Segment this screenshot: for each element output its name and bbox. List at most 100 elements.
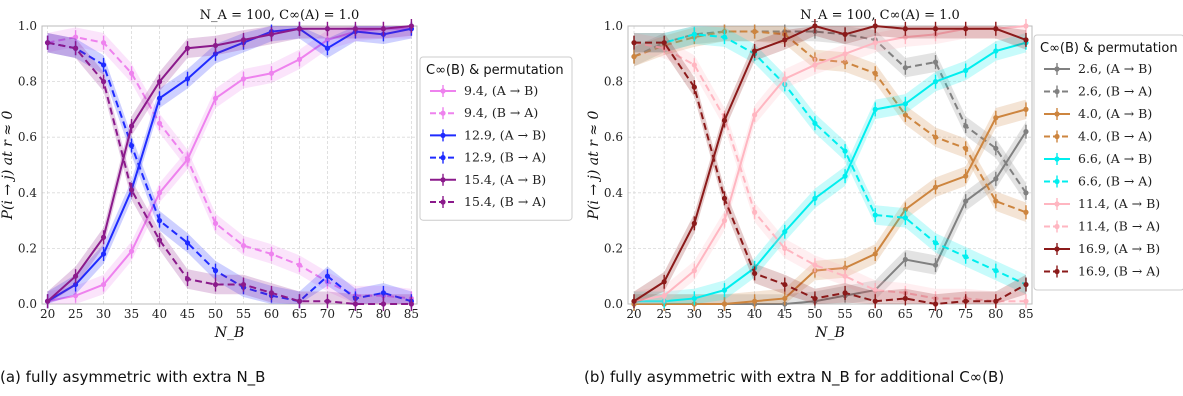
data-point (352, 301, 359, 307)
data-point (872, 298, 878, 304)
data-point (128, 142, 135, 149)
series-band (634, 32, 1026, 304)
x-tick-label: 45 (777, 307, 792, 321)
legend-title: C∞(B) & permutation (1040, 41, 1178, 56)
legend-entry: 15.4, (A → B) (464, 172, 546, 187)
data-point (902, 206, 908, 213)
chart-title: N_A = 100, C∞(A) = 1.0 (200, 8, 360, 23)
data-point (661, 279, 667, 285)
data-point (902, 34, 908, 40)
data-point (902, 112, 908, 118)
data-point (324, 26, 331, 32)
data-point (72, 45, 79, 51)
legend-swatch-dot (1054, 133, 1060, 140)
data-point (380, 301, 387, 307)
plot-frame (41, 25, 418, 305)
legend-swatch-dot (1054, 66, 1060, 72)
caption-b: (b) fully asymmetric with extra N_B for … (584, 368, 1005, 386)
data-point (128, 248, 135, 254)
legend-swatch-dot (1054, 88, 1060, 95)
legend-swatch-dot (1054, 111, 1060, 117)
x-axis-label: N_B (214, 325, 245, 341)
data-point (268, 31, 275, 37)
data-point (631, 40, 637, 46)
x-tick-label: 65 (898, 307, 913, 321)
series-8 (631, 19, 1029, 309)
data-point (872, 251, 878, 257)
data-point (324, 37, 331, 43)
data-point (812, 120, 818, 126)
data-point (932, 240, 939, 246)
series-band (634, 26, 1026, 304)
data-point (993, 268, 999, 274)
data-point (932, 26, 939, 32)
data-point (963, 67, 969, 74)
series-line (633, 41, 1026, 303)
data-point (721, 195, 728, 201)
data-point (100, 251, 107, 257)
chart-title: N_A = 100, C∞(A) = 1.0 (800, 8, 960, 23)
x-tick-label: 30 (687, 307, 702, 321)
legend-entry: 11.4, (B → A) (1078, 219, 1160, 234)
legend-entry: 16.9, (B → A) (1078, 264, 1160, 279)
data-point (212, 268, 219, 274)
chart-panel-0: 20 25 30 35 40 45 50 55 60 65 70 75 80 85 0.0 0.2 0.4 0.6… (0, 8, 573, 341)
series-band (634, 99, 1026, 304)
data-point (212, 51, 219, 57)
chart-panel-1: 20 25 30 35 40 45 50 55 60 65 70 75 80 85 0.0 0.2 0.4 0.6… (586, 8, 1183, 341)
legend-swatch-dot (1054, 178, 1060, 185)
x-tick-label: 25 (657, 307, 672, 321)
data-point (963, 198, 969, 204)
series-line (634, 108, 1027, 305)
data-point (872, 106, 878, 112)
data-point (993, 198, 999, 204)
legend-box (419, 56, 573, 221)
data-point (812, 23, 818, 29)
data-point (631, 53, 637, 60)
series-line (633, 24, 1027, 303)
data-point (842, 31, 848, 37)
y-axis-label: P(i → j) at r ≈ 0 (0, 110, 16, 220)
data-point (932, 262, 939, 268)
data-point (902, 256, 908, 263)
data-point (963, 173, 969, 179)
y-tick-label: 0.2 (18, 241, 37, 255)
data-point (721, 117, 728, 124)
data-point (631, 298, 637, 304)
y-axis-label: P(i → j) at r ≈ 0 (586, 110, 602, 220)
data-point (752, 28, 758, 35)
data-point (993, 298, 999, 304)
data-point (872, 23, 878, 29)
legend-entry: 12.9, (A → B) (464, 127, 546, 142)
data-point (812, 295, 818, 302)
x-tick-label: 70 (928, 307, 943, 321)
data-point (963, 298, 969, 304)
data-point (721, 218, 728, 224)
data-point (240, 76, 247, 82)
data-point (993, 176, 999, 182)
data-point (212, 281, 219, 288)
data-point (782, 37, 788, 43)
series-band (634, 26, 1026, 203)
legend: C∞(B) & permutation 9.4, (A → B) 9.4, (B →… (419, 56, 573, 221)
y-tick-label: 1.0 (18, 19, 37, 33)
data-point (721, 287, 728, 293)
data-point (872, 70, 878, 76)
data-point (932, 59, 939, 65)
series-5 (44, 32, 415, 311)
x-tick-label: 45 (180, 307, 195, 321)
data-point (44, 40, 51, 46)
data-point (212, 220, 219, 226)
x-tick-label: 20 (40, 307, 55, 321)
data-point (842, 265, 848, 271)
x-tick-label: 60 (868, 307, 883, 321)
data-point (752, 112, 758, 118)
series-line (47, 41, 412, 305)
data-point (100, 79, 107, 85)
data-point (408, 301, 415, 307)
data-point (782, 281, 788, 288)
data-point (296, 298, 303, 304)
legend-box (1033, 34, 1183, 291)
data-point (156, 95, 163, 101)
data-point (902, 26, 908, 32)
